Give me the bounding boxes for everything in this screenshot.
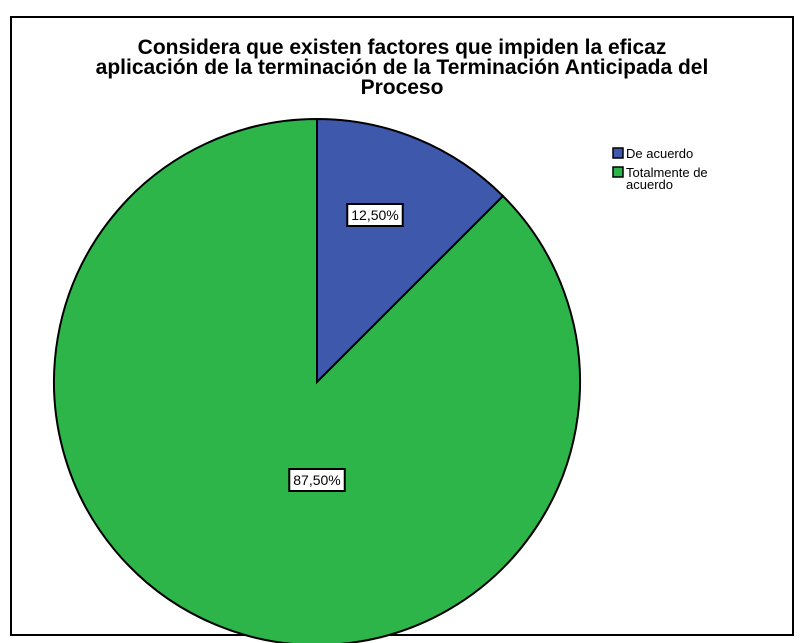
- data-label-text-1: 12,50%: [351, 207, 398, 223]
- chart-title-line-1: Considera que existen factores que impid…: [137, 36, 667, 59]
- chart-title: Considera que existen factores que impid…: [0, 36, 804, 99]
- pie-slices: [53, 117, 581, 643]
- legend-swatch-1: [612, 147, 624, 159]
- chart-title-line-2: aplicación de la terminación de la Termi…: [95, 56, 709, 79]
- legend-label-1-line-1: De acuerdo: [626, 146, 693, 161]
- data-label-2: 87,50%: [288, 468, 346, 492]
- legend-label-2-line-1: Totalmente de: [626, 165, 708, 180]
- pie-slice-1: [316, 117, 505, 385]
- data-label-text-2: 87,50%: [293, 472, 340, 488]
- legend-label-2-line-2: acuerdo: [626, 177, 673, 192]
- legend-swatch-2: [612, 166, 624, 178]
- data-label-box-2: [288, 468, 346, 492]
- chart-title-line-3: Proceso: [360, 76, 444, 99]
- data-label-box-1: [346, 203, 404, 227]
- pie-slice-2: [53, 117, 581, 643]
- data-label-1: 12,50%: [346, 203, 404, 227]
- legend-item-1: De acuerdo: [612, 146, 693, 161]
- data-labels: 12,50% 87,50%: [288, 203, 404, 492]
